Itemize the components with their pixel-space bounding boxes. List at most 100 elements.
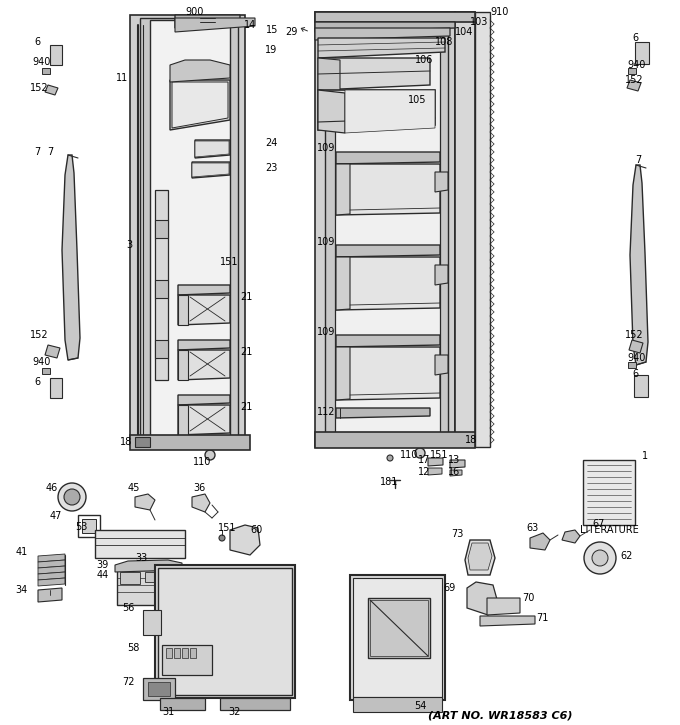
Polygon shape xyxy=(178,295,188,325)
Polygon shape xyxy=(45,345,60,358)
Polygon shape xyxy=(38,560,65,568)
Text: 940: 940 xyxy=(627,60,645,70)
Text: 109: 109 xyxy=(317,327,335,337)
Polygon shape xyxy=(45,85,58,95)
Polygon shape xyxy=(629,340,643,353)
Text: 67: 67 xyxy=(592,519,605,529)
Polygon shape xyxy=(315,12,475,22)
Polygon shape xyxy=(192,163,229,177)
Text: 11: 11 xyxy=(116,73,128,83)
Text: 18: 18 xyxy=(120,437,132,447)
Polygon shape xyxy=(630,165,648,365)
Polygon shape xyxy=(315,28,450,40)
Polygon shape xyxy=(38,572,65,580)
Bar xyxy=(82,519,96,533)
Polygon shape xyxy=(195,140,230,158)
Polygon shape xyxy=(336,245,440,257)
Text: 14: 14 xyxy=(244,20,256,30)
Circle shape xyxy=(58,483,86,511)
Text: 71: 71 xyxy=(536,613,548,623)
Text: 17: 17 xyxy=(418,455,430,465)
Text: 73: 73 xyxy=(452,529,464,539)
Circle shape xyxy=(205,450,215,460)
Circle shape xyxy=(387,455,393,461)
Text: 109: 109 xyxy=(317,237,335,247)
Polygon shape xyxy=(155,565,295,698)
Polygon shape xyxy=(38,554,65,562)
Text: 36: 36 xyxy=(193,483,205,493)
Polygon shape xyxy=(370,600,428,656)
Text: 104: 104 xyxy=(455,27,473,37)
Text: 13: 13 xyxy=(448,455,460,465)
Polygon shape xyxy=(150,20,230,440)
Text: 62: 62 xyxy=(620,551,632,561)
Polygon shape xyxy=(350,575,445,700)
Polygon shape xyxy=(140,18,238,442)
Polygon shape xyxy=(62,155,80,360)
Text: 58: 58 xyxy=(128,643,140,653)
Polygon shape xyxy=(135,494,155,510)
Polygon shape xyxy=(315,12,455,447)
Text: 60: 60 xyxy=(250,525,262,535)
Polygon shape xyxy=(38,588,62,602)
Bar xyxy=(42,68,50,74)
Text: 12: 12 xyxy=(418,467,430,477)
Text: 72: 72 xyxy=(122,677,135,687)
Text: LITERATURE: LITERATURE xyxy=(579,525,639,535)
Circle shape xyxy=(219,535,225,541)
Text: 900: 900 xyxy=(186,7,204,17)
Bar xyxy=(155,340,168,358)
Polygon shape xyxy=(336,257,440,310)
Polygon shape xyxy=(172,82,228,128)
Polygon shape xyxy=(435,265,448,285)
Polygon shape xyxy=(336,335,440,347)
Polygon shape xyxy=(627,80,641,91)
Polygon shape xyxy=(335,18,440,441)
Text: 21: 21 xyxy=(240,292,252,302)
Bar xyxy=(162,645,212,675)
Text: 105: 105 xyxy=(408,95,426,105)
Polygon shape xyxy=(318,90,435,130)
Polygon shape xyxy=(143,678,175,700)
Polygon shape xyxy=(480,616,535,626)
Polygon shape xyxy=(178,285,230,295)
Bar xyxy=(143,610,161,635)
Circle shape xyxy=(64,489,80,505)
Polygon shape xyxy=(175,18,255,32)
Text: 39: 39 xyxy=(97,560,109,570)
Bar xyxy=(628,68,636,74)
Polygon shape xyxy=(178,405,230,435)
Bar xyxy=(628,362,636,368)
Circle shape xyxy=(592,550,608,566)
Bar xyxy=(190,648,196,658)
Circle shape xyxy=(226,616,270,660)
Text: 110: 110 xyxy=(193,457,211,467)
Circle shape xyxy=(584,542,616,574)
Bar xyxy=(166,648,172,658)
Polygon shape xyxy=(38,566,65,574)
Bar xyxy=(120,572,140,584)
Polygon shape xyxy=(336,408,430,418)
Polygon shape xyxy=(336,152,440,164)
Text: 112: 112 xyxy=(316,407,335,417)
Text: 1: 1 xyxy=(642,451,648,461)
Polygon shape xyxy=(318,58,340,92)
Text: 47: 47 xyxy=(50,511,62,521)
Polygon shape xyxy=(336,347,440,400)
Text: 940: 940 xyxy=(32,357,50,367)
Bar xyxy=(145,572,160,582)
Polygon shape xyxy=(175,15,240,28)
Text: 110: 110 xyxy=(400,450,418,460)
Polygon shape xyxy=(315,22,455,32)
Polygon shape xyxy=(336,164,440,215)
Polygon shape xyxy=(192,162,230,178)
Circle shape xyxy=(415,448,425,458)
Polygon shape xyxy=(336,257,350,310)
Polygon shape xyxy=(38,578,65,586)
Text: 152: 152 xyxy=(625,75,644,85)
Text: 33: 33 xyxy=(136,553,148,563)
Text: 32: 32 xyxy=(228,707,240,717)
Text: 53: 53 xyxy=(75,522,88,532)
Text: 15: 15 xyxy=(266,25,278,35)
Text: 19: 19 xyxy=(265,45,277,55)
